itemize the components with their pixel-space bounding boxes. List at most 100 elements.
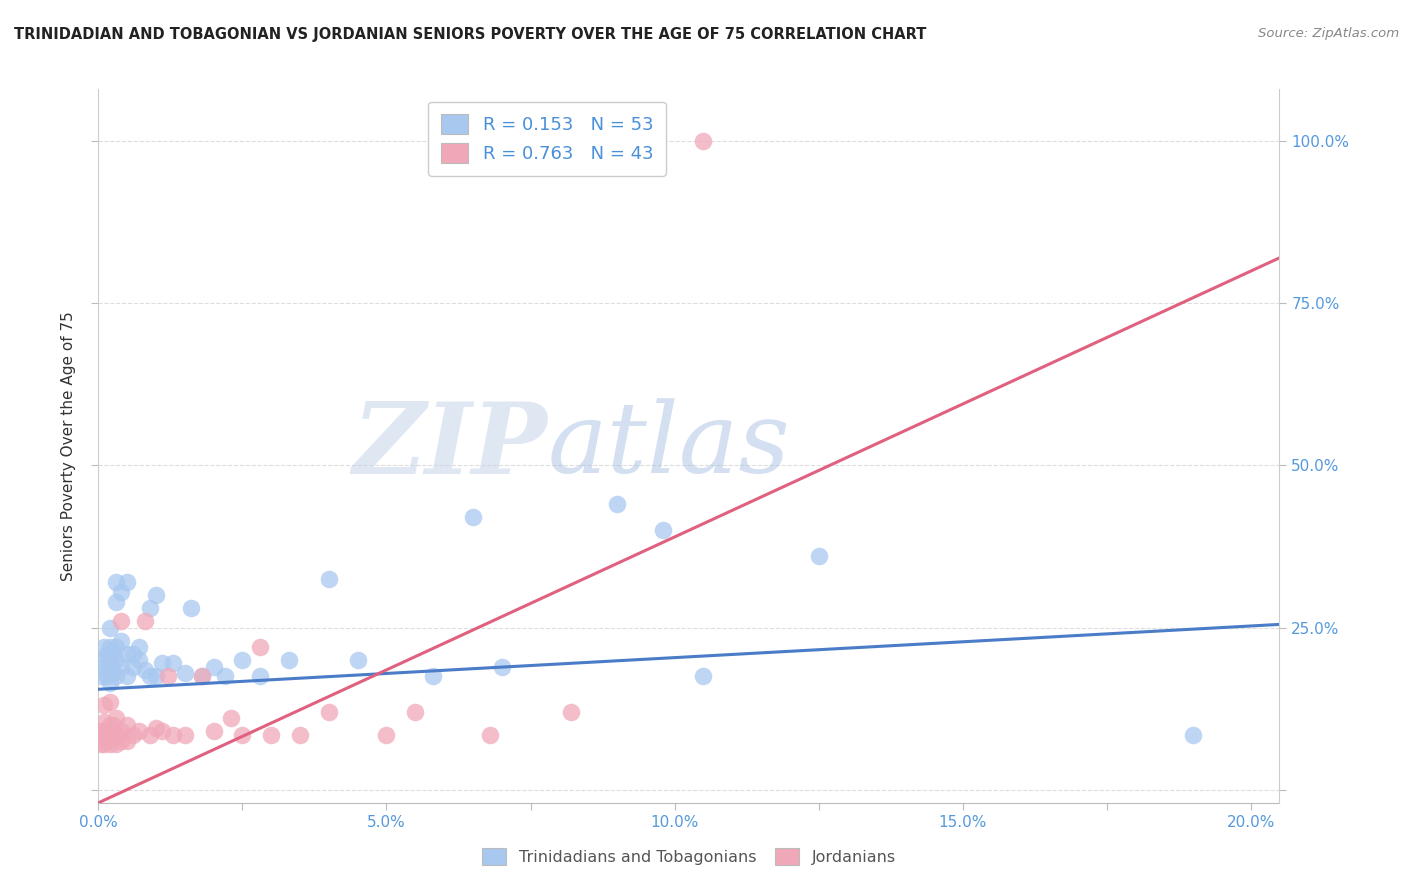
Point bbox=[98, 659, 121, 673]
Point bbox=[318, 572, 340, 586]
Point bbox=[560, 705, 582, 719]
Point bbox=[139, 728, 162, 742]
Point bbox=[375, 728, 398, 742]
Point bbox=[110, 633, 132, 648]
Point bbox=[162, 657, 184, 671]
Legend: Trinidadians and Tobagonians, Jordanians: Trinidadians and Tobagonians, Jordanians bbox=[474, 840, 904, 873]
Point bbox=[150, 657, 173, 671]
Point bbox=[90, 724, 112, 739]
Point bbox=[260, 728, 283, 742]
Point bbox=[98, 718, 121, 732]
Point bbox=[202, 659, 225, 673]
Point bbox=[461, 510, 484, 524]
Point bbox=[101, 647, 124, 661]
Text: Source: ZipAtlas.com: Source: ZipAtlas.com bbox=[1258, 27, 1399, 40]
Text: atlas: atlas bbox=[547, 399, 790, 493]
Point bbox=[191, 669, 214, 683]
Point bbox=[101, 666, 124, 681]
Point bbox=[96, 669, 118, 683]
Point bbox=[150, 724, 173, 739]
Point bbox=[122, 647, 145, 661]
Point bbox=[231, 653, 253, 667]
Point bbox=[96, 734, 118, 748]
Point bbox=[277, 653, 299, 667]
Point bbox=[110, 614, 132, 628]
Point bbox=[104, 653, 127, 667]
Point bbox=[128, 653, 150, 667]
Point bbox=[180, 601, 202, 615]
Point bbox=[104, 595, 127, 609]
Point bbox=[98, 647, 121, 661]
Point bbox=[692, 134, 714, 148]
Point bbox=[96, 647, 118, 661]
Point bbox=[104, 738, 127, 752]
Text: ZIP: ZIP bbox=[353, 398, 547, 494]
Point bbox=[110, 724, 132, 739]
Point bbox=[231, 728, 253, 742]
Point bbox=[104, 640, 127, 654]
Point bbox=[104, 575, 127, 590]
Point bbox=[422, 669, 444, 683]
Point bbox=[98, 724, 121, 739]
Point bbox=[93, 698, 115, 713]
Point bbox=[90, 738, 112, 752]
Point bbox=[98, 695, 121, 709]
Point bbox=[491, 659, 513, 673]
Point bbox=[479, 728, 502, 742]
Point bbox=[346, 653, 368, 667]
Point bbox=[139, 669, 162, 683]
Point bbox=[202, 724, 225, 739]
Y-axis label: Seniors Poverty Over the Age of 75: Seniors Poverty Over the Age of 75 bbox=[60, 311, 76, 581]
Point bbox=[110, 659, 132, 673]
Point bbox=[156, 669, 179, 683]
Point bbox=[96, 724, 118, 739]
Point bbox=[93, 738, 115, 752]
Point bbox=[807, 549, 830, 564]
Point bbox=[110, 585, 132, 599]
Point bbox=[104, 711, 127, 725]
Point bbox=[104, 669, 127, 683]
Point bbox=[104, 728, 127, 742]
Point bbox=[162, 728, 184, 742]
Point bbox=[692, 669, 714, 683]
Point bbox=[249, 640, 271, 654]
Point bbox=[606, 497, 628, 511]
Point bbox=[652, 524, 675, 538]
Point bbox=[219, 711, 242, 725]
Point bbox=[98, 640, 121, 654]
Point bbox=[145, 588, 167, 602]
Point bbox=[128, 724, 150, 739]
Point bbox=[90, 669, 112, 683]
Point bbox=[98, 738, 121, 752]
Point bbox=[93, 653, 115, 667]
Point bbox=[101, 718, 124, 732]
Point bbox=[93, 724, 115, 739]
Point bbox=[98, 675, 121, 690]
Point bbox=[173, 728, 195, 742]
Point bbox=[115, 734, 138, 748]
Point bbox=[318, 705, 340, 719]
Point bbox=[98, 621, 121, 635]
Point bbox=[115, 669, 138, 683]
Point bbox=[191, 669, 214, 683]
Point bbox=[139, 601, 162, 615]
Point bbox=[122, 728, 145, 742]
Point bbox=[93, 659, 115, 673]
Point bbox=[122, 659, 145, 673]
Point bbox=[288, 728, 311, 742]
Point bbox=[249, 669, 271, 683]
Point bbox=[128, 640, 150, 654]
Point bbox=[115, 718, 138, 732]
Point bbox=[134, 614, 156, 628]
Point bbox=[173, 666, 195, 681]
Point bbox=[404, 705, 426, 719]
Text: TRINIDADIAN AND TOBAGONIAN VS JORDANIAN SENIORS POVERTY OVER THE AGE OF 75 CORRE: TRINIDADIAN AND TOBAGONIAN VS JORDANIAN … bbox=[14, 27, 927, 42]
Point bbox=[145, 669, 167, 683]
Point bbox=[115, 647, 138, 661]
Point bbox=[134, 663, 156, 677]
Point bbox=[115, 575, 138, 590]
Point bbox=[110, 734, 132, 748]
Point bbox=[1182, 728, 1205, 742]
Point bbox=[93, 640, 115, 654]
Point bbox=[214, 669, 236, 683]
